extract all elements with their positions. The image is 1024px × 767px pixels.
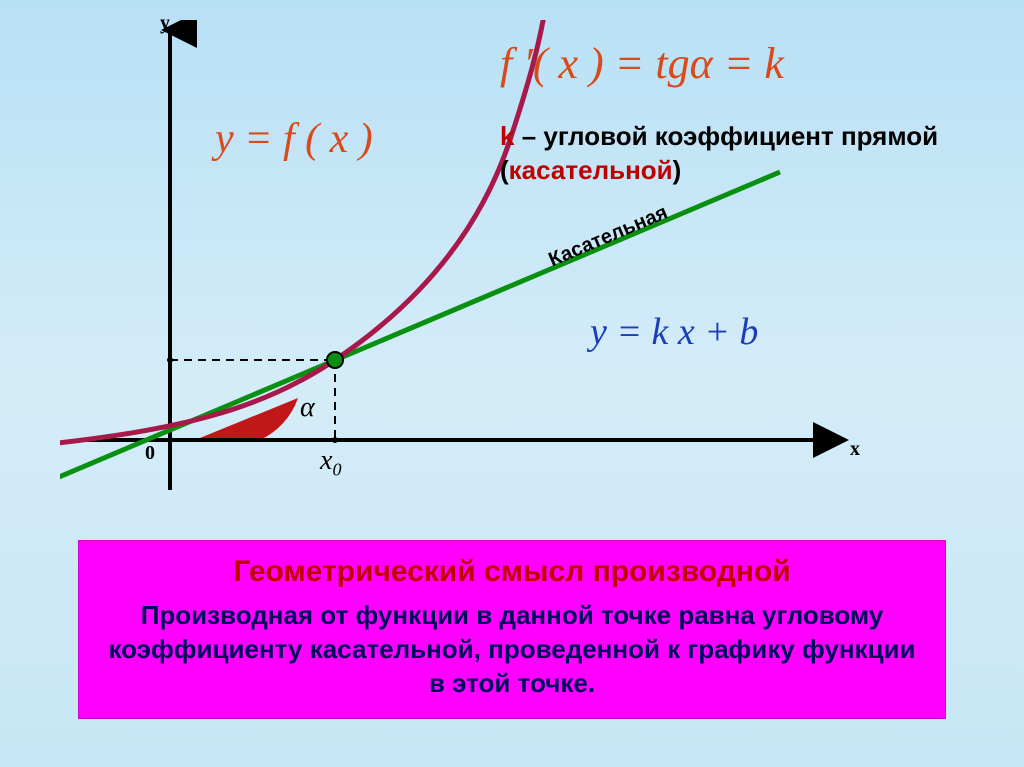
k-description: k – угловой коэффициент прямой (касатель… [500, 120, 960, 188]
summary-title: Геометрический смысл производной [99, 555, 925, 589]
formula-main: f ′( x ) = tgα = k [500, 38, 784, 89]
formula-line: y = k x + b [590, 310, 758, 354]
x-axis-label: x [850, 438, 860, 461]
origin-label: 0 [145, 442, 155, 465]
x0-label: x0 [320, 445, 341, 481]
alpha-label: α [300, 392, 315, 424]
function-curve [60, 20, 545, 445]
y-tick [167, 357, 173, 363]
summary-box: Геометрический смысл производной Произво… [78, 540, 946, 719]
x0-tick [332, 437, 338, 443]
summary-text: Производная от функции в данной точке ра… [99, 599, 925, 700]
formula-yfx: y = f ( x ) [215, 115, 373, 163]
y-axis-label: y [160, 12, 170, 35]
chart-svg [60, 20, 960, 520]
tangent-point [327, 352, 343, 368]
chart-area: y x 0 x0 α y = f ( x ) f ′( x ) = tgα = … [60, 20, 960, 510]
